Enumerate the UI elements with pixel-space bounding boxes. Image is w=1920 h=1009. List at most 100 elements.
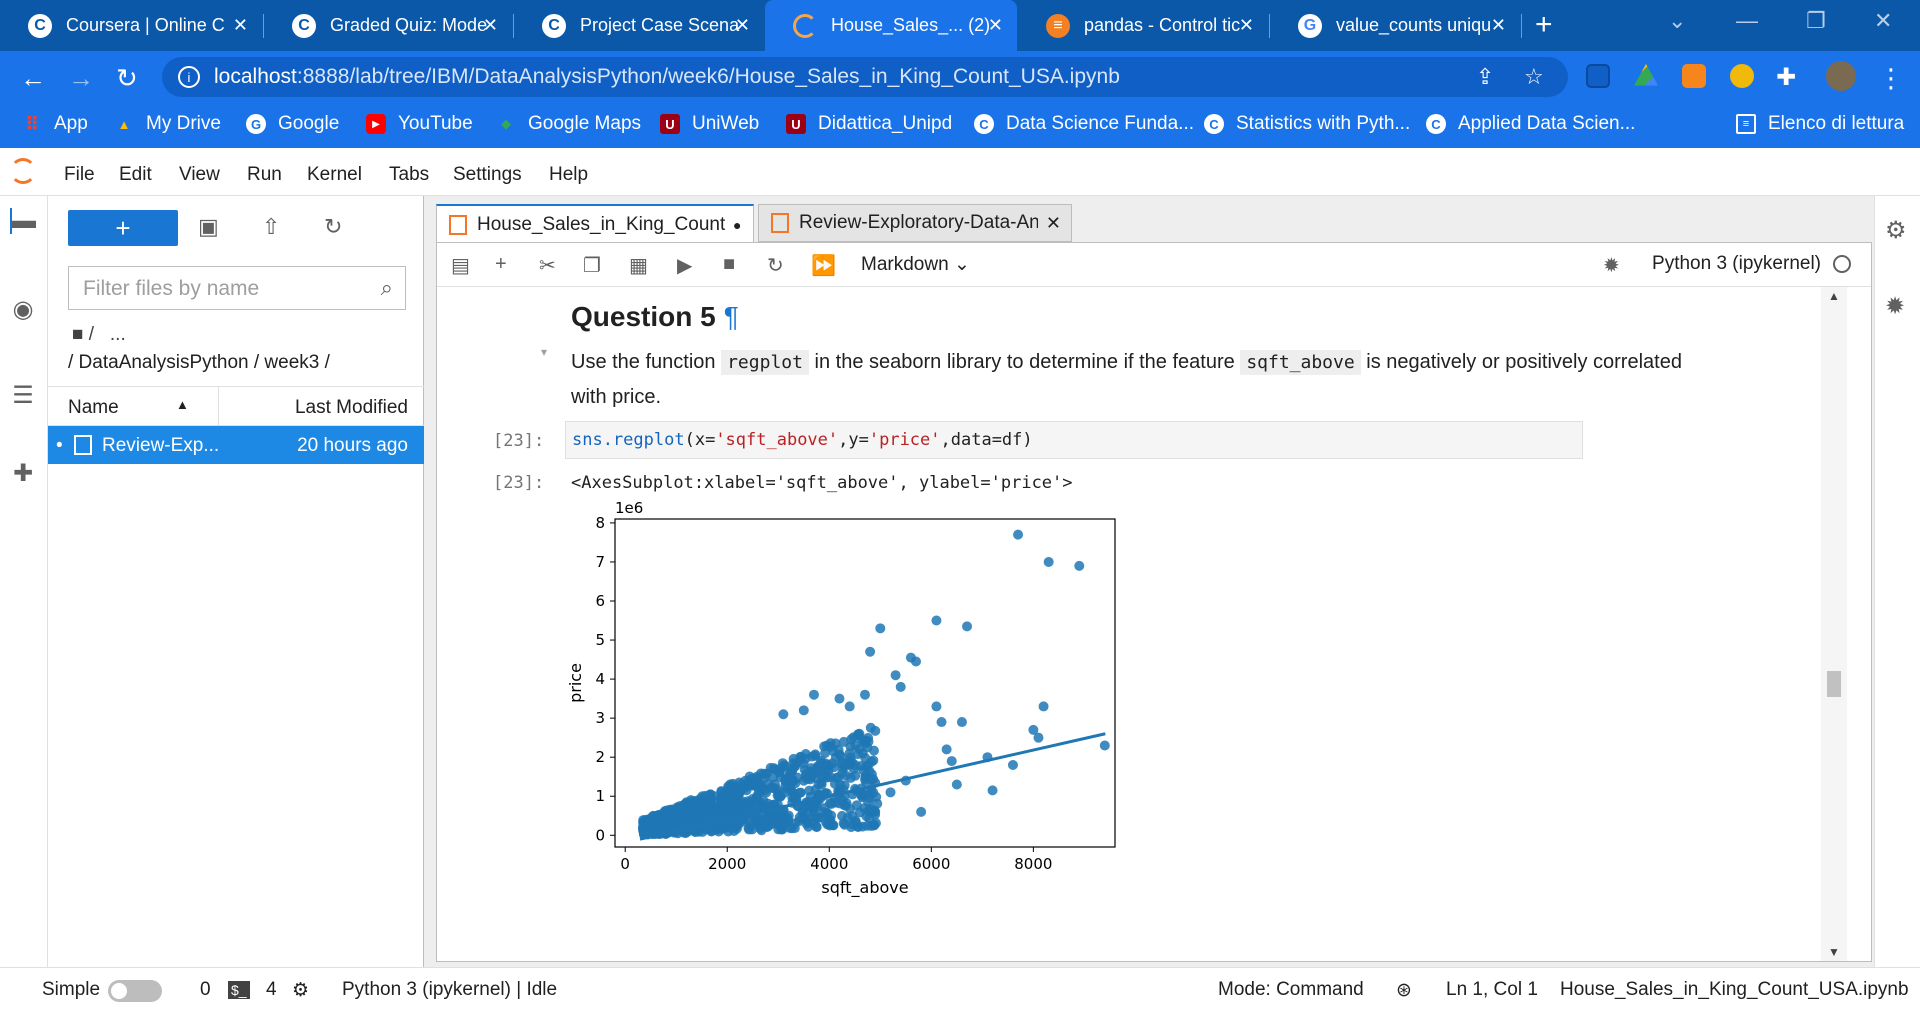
paste-icon[interactable]: ▦ xyxy=(629,255,648,277)
binance-icon[interactable] xyxy=(1730,64,1754,88)
more-vert-icon[interactable]: ⋮ xyxy=(1878,63,1904,93)
back-icon[interactable]: ← xyxy=(20,63,46,93)
heading-text: Question 5 xyxy=(571,301,716,332)
column-modified-header[interactable]: Last Modified xyxy=(294,397,408,418)
cursor-position[interactable]: Ln 1, Col 1 xyxy=(1446,979,1538,1000)
menu-settings[interactable]: Settings xyxy=(453,164,522,185)
run-icon[interactable]: ▶ xyxy=(677,255,693,277)
bookmark-didattica[interactable]: U Didattica_Unipd xyxy=(786,113,952,135)
close-icon[interactable]: ✕ xyxy=(987,15,1003,35)
folder-icon[interactable]: ▬ xyxy=(10,207,36,234)
scroll-up-icon[interactable]: ▲ xyxy=(1828,289,1840,303)
column-divider[interactable] xyxy=(218,387,219,425)
browser-tab-graded-quiz[interactable]: C Graded Quiz: Mode ✕ xyxy=(264,0,512,51)
breadcrumb-path[interactable]: / DataAnalysisPython / week3 / xyxy=(68,352,330,373)
avatar[interactable] xyxy=(1826,61,1856,91)
menu-kernel[interactable]: Kernel xyxy=(307,164,362,185)
anchor-link[interactable]: ¶ xyxy=(723,301,739,332)
list-item[interactable]: • Review-Exp... 20 hours ago xyxy=(48,426,424,464)
window-close-icon[interactable]: ✕ xyxy=(1874,8,1893,33)
bookmark-applied-ds[interactable]: C Applied Data Scien... xyxy=(1426,113,1635,135)
bookmark-data-science[interactable]: C Data Science Funda... xyxy=(974,113,1194,135)
kernel-status[interactable]: Python 3 (ipykernel) | Idle xyxy=(342,979,558,1000)
upload-icon[interactable]: ⇧ xyxy=(262,214,281,239)
browser-tab-coursera[interactable]: C Coursera | Online C ✕ xyxy=(0,0,262,51)
menu-view[interactable]: View xyxy=(179,164,220,185)
menu-edit[interactable]: Edit xyxy=(119,164,152,185)
minimize-icon[interactable]: — xyxy=(1736,8,1758,33)
reload-icon[interactable]: ↻ xyxy=(116,63,138,93)
bookmark-google-maps[interactable]: ◆ Google Maps xyxy=(496,113,641,135)
no-bug-icon[interactable]: ⊛ xyxy=(1396,980,1412,1001)
drive-extension-icon[interactable] xyxy=(1634,64,1658,86)
terminal-icon[interactable]: $_ xyxy=(228,981,250,999)
insert-cell-icon[interactable]: + xyxy=(495,253,507,275)
new-folder-icon[interactable]: ▣ xyxy=(198,214,219,239)
stop-icon[interactable]: ■ xyxy=(723,253,736,275)
restart-run-all-icon[interactable]: ⏩ xyxy=(811,255,836,277)
refresh-icon[interactable]: ↻ xyxy=(324,214,343,239)
restart-icon[interactable]: ↻ xyxy=(767,255,784,277)
browser-tab-value-counts[interactable]: G value_counts uniqu ✕ xyxy=(1270,0,1520,51)
column-name-header[interactable]: Name xyxy=(68,397,119,418)
copy-icon[interactable]: ❐ xyxy=(583,255,601,277)
restore-icon[interactable]: ❐ xyxy=(1806,8,1826,33)
info-icon[interactable]: i xyxy=(178,66,200,88)
menu-help[interactable]: Help xyxy=(549,164,589,185)
bookmark-google[interactable]: G Google xyxy=(246,113,339,135)
simple-mode-toggle[interactable] xyxy=(108,980,162,1002)
reading-list[interactable]: ≡ Elenco di lettura xyxy=(1736,113,1904,135)
extension-manager-icon[interactable]: ✚ xyxy=(12,459,34,487)
bookmark-uniweb[interactable]: U UniWeb xyxy=(660,113,759,135)
scatter-point xyxy=(761,769,772,780)
close-icon[interactable]: ✕ xyxy=(1238,15,1254,35)
tab-house-sales-notebook[interactable]: House_Sales_in_King_Count_ ● xyxy=(436,204,754,243)
extension-icon[interactable] xyxy=(1586,64,1610,88)
property-inspector-icon[interactable]: ⚙ xyxy=(1885,217,1907,244)
running-sessions-icon[interactable]: ◉ xyxy=(12,295,34,323)
puzzle-extensions-icon[interactable]: ✚ xyxy=(1776,64,1797,91)
close-icon[interactable]: ✕ xyxy=(1490,15,1506,35)
code-cell-editor[interactable]: sns.regplot(x='sqft_above',y='price',dat… xyxy=(565,421,1583,459)
vertical-scrollbar[interactable]: ▲ ▼ xyxy=(1821,287,1847,961)
menu-tabs[interactable]: Tabs xyxy=(389,164,430,185)
breadcrumb-root[interactable]: / xyxy=(88,324,95,345)
browser-tab-project-case[interactable]: C Project Case Scenar ✕ xyxy=(514,0,764,51)
bookmark-star-icon[interactable]: ☆ xyxy=(1524,64,1544,89)
kernel-indicator[interactable]: Python 3 (ipykernel) xyxy=(1652,253,1851,275)
close-icon[interactable]: ✕ xyxy=(734,15,750,35)
kernel-sessions-icon[interactable]: ⚙ xyxy=(292,980,310,1001)
close-icon[interactable]: ✕ xyxy=(1045,212,1061,233)
bookmark-my-drive[interactable]: ▲ My Drive xyxy=(114,113,221,135)
tab-search-icon[interactable]: ⌄ xyxy=(1668,8,1687,33)
scrollbar-thumb[interactable] xyxy=(1827,671,1841,697)
breadcrumb-more[interactable]: ... xyxy=(109,324,126,345)
bookmark-app[interactable]: ⠿ App xyxy=(22,113,88,135)
file-filter-input[interactable]: Filter files by name ⌕ xyxy=(68,266,406,310)
unsaved-dot-icon[interactable]: ● xyxy=(733,216,742,233)
close-icon[interactable]: ✕ xyxy=(482,15,498,35)
tab-review-exploratory[interactable]: Review-Exploratory-Data-An ✕ xyxy=(758,204,1072,242)
browser-tab-pandas[interactable]: ≡ pandas - Control tic ✕ xyxy=(1018,0,1268,51)
metamask-icon[interactable] xyxy=(1682,64,1706,88)
bookmark-youtube[interactable]: ▶ YouTube xyxy=(366,113,473,135)
cell-type-select[interactable]: Markdown ⌄ xyxy=(861,253,970,276)
close-icon[interactable]: ✕ xyxy=(232,15,248,35)
debugger-icon[interactable]: ✹ xyxy=(1603,255,1620,277)
cut-icon[interactable]: ✂ xyxy=(539,255,556,277)
new-tab-icon[interactable]: + xyxy=(1535,8,1553,41)
debugger-panel-icon[interactable]: ✹ xyxy=(1885,293,1906,320)
url-input[interactable]: i localhost:8888/lab/tree/IBM/DataAnalys… xyxy=(162,57,1568,97)
bookmark-statistics[interactable]: C Statistics with Pyth... xyxy=(1204,113,1410,135)
menu-file[interactable]: File xyxy=(64,164,95,185)
save-icon[interactable]: ▤ xyxy=(451,255,470,277)
new-launcher-button[interactable]: + xyxy=(68,210,178,246)
browser-tab-house-sales[interactable]: House_Sales_... (2) ✕ xyxy=(765,0,1017,51)
scroll-down-icon[interactable]: ▼ xyxy=(1828,945,1840,959)
forward-icon[interactable]: → xyxy=(68,63,94,93)
folder-icon[interactable]: ■ xyxy=(72,324,84,345)
collapse-caret-icon[interactable]: ▾ xyxy=(541,345,548,359)
share-icon[interactable]: ⇪ xyxy=(1476,64,1495,89)
table-of-contents-icon[interactable]: ☰ xyxy=(12,381,34,409)
menu-run[interactable]: Run xyxy=(247,164,282,185)
